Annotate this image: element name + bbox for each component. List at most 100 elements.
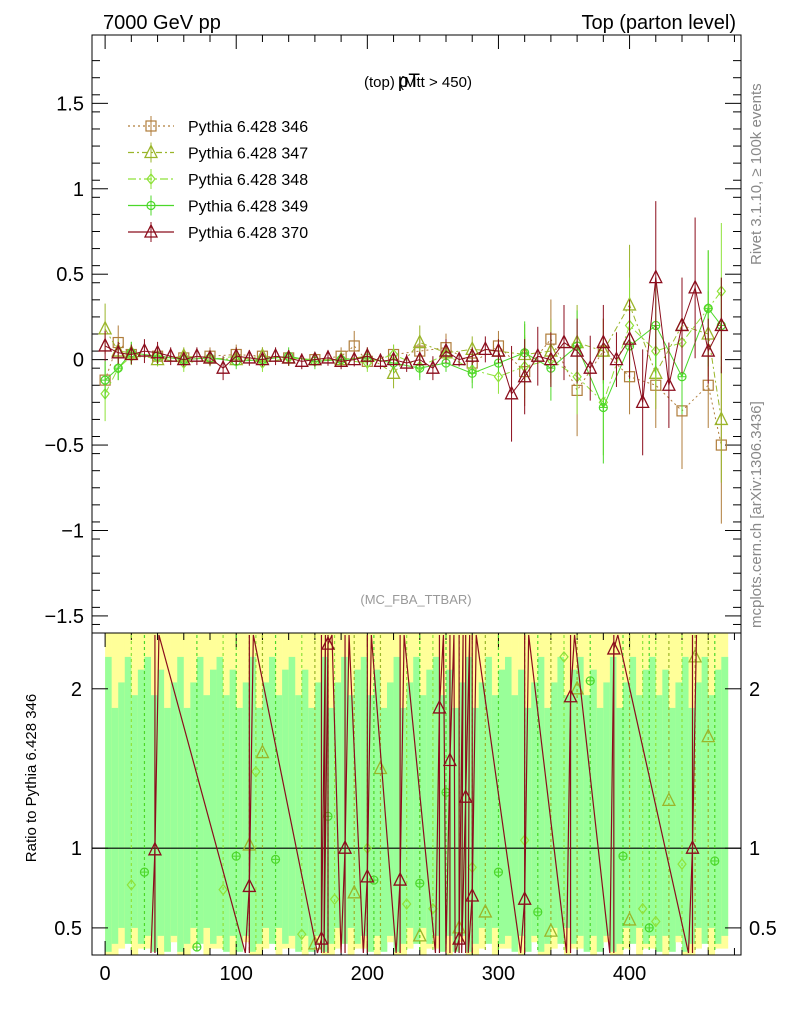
ratio-band-inner	[308, 707, 316, 952]
ratio-point	[661, 791, 676, 807]
watermark: (MC_FBA_TTBAR)	[360, 592, 471, 607]
ratio-band-inner	[400, 707, 407, 944]
ratio-band-inner	[216, 656, 224, 936]
main-title-note: (top) (Mtt > 450)	[364, 74, 472, 91]
main-point	[491, 342, 506, 357]
main-point	[386, 351, 401, 366]
main-series-line	[104, 277, 722, 403]
ratio-band-inner	[360, 656, 368, 936]
ratio-point	[307, 935, 322, 950]
main-series-1	[98, 244, 729, 483]
main-series-4	[98, 201, 729, 456]
ratio-band-inner	[583, 695, 591, 952]
main-plot-panel: −1.5 −1 −0.5 0 0.5 1 1.5	[45, 34, 742, 634]
legend-label: Pythia 6.428 348	[188, 172, 308, 189]
ratio-band-inner	[111, 707, 119, 944]
ratio-point	[701, 728, 716, 743]
ratio-point	[559, 650, 569, 663]
ratio-point	[637, 902, 648, 915]
ratio-band-inner	[354, 669, 362, 944]
main-point	[399, 354, 414, 369]
ratio-band-inner	[537, 656, 545, 952]
main-series-2	[100, 222, 727, 456]
main-point	[176, 351, 191, 366]
ratio-point	[677, 858, 687, 871]
header-right: Top (parton level)	[581, 12, 736, 34]
ratio-band-inner	[249, 656, 257, 952]
ratio-point	[218, 883, 228, 896]
ratio-band-inner	[649, 656, 657, 936]
ratio-band-inner	[557, 656, 565, 944]
main-point	[661, 376, 676, 391]
ratio-band-inner	[603, 682, 611, 936]
ratio-band-inner	[314, 682, 322, 936]
legend-label: Pythia 6.428 346	[188, 119, 308, 136]
header-left: 7000 GeV pp	[103, 12, 221, 34]
ratio-band-inner	[662, 669, 670, 936]
ratio-band-inner	[124, 656, 132, 944]
ratio-band-inner	[616, 707, 624, 944]
ratio-band-inner	[570, 669, 578, 944]
ratio-band-inner	[439, 695, 447, 952]
main-point	[452, 351, 467, 366]
main-point	[596, 334, 611, 349]
ratio-band-inner	[485, 656, 493, 944]
main-point	[334, 352, 349, 367]
ratio-band-inner	[255, 707, 263, 944]
main-point	[438, 342, 454, 357]
ratio-band-inner	[177, 656, 185, 952]
legend-label: Pythia 6.428 347	[188, 146, 308, 163]
ratio-band-inner	[334, 682, 342, 928]
main-point	[622, 330, 637, 345]
ratio-point	[297, 928, 307, 941]
rivet-label: Rivet 3.1.10, ≥ 100k events	[748, 83, 765, 265]
main-point	[688, 279, 703, 294]
ratio-frame	[91, 632, 742, 956]
ratio-band-inner	[170, 682, 178, 936]
mcplots-label: mcplots.cern.ch [arXiv:1306.3436]	[748, 401, 765, 628]
ratio-band-inner	[275, 695, 283, 928]
ratio-band-inner	[183, 707, 191, 944]
ratio-band-inner	[393, 656, 401, 952]
ratio-band-inner	[714, 669, 722, 944]
main-point	[714, 410, 729, 426]
ratio-band-inner	[668, 707, 676, 952]
legend-marker	[145, 120, 157, 132]
ratio-band-inner	[518, 669, 525, 936]
ratio-band-inner	[262, 682, 270, 928]
ratio-point	[401, 898, 412, 910]
ratio-point	[347, 884, 362, 899]
ratio-ytick-label: 2	[71, 679, 82, 701]
ratio-band-inner	[708, 695, 716, 928]
ratio-band-inner	[577, 656, 584, 936]
main-point	[137, 342, 152, 357]
ratio-band-inner	[550, 682, 558, 928]
main-point	[150, 344, 165, 359]
legend-label: Pythia 6.428 370	[188, 225, 308, 242]
ratio-band-inner	[406, 682, 414, 928]
main-point	[465, 347, 480, 362]
main-point	[609, 351, 624, 366]
ratio-band-inner	[269, 656, 276, 944]
ratio-ytick-label-right: 1	[749, 838, 760, 860]
main-point	[281, 349, 296, 364]
ratio-band-inner	[701, 656, 709, 944]
ratio-band-inner	[236, 707, 244, 952]
ratio-band-inner	[623, 682, 630, 928]
main-point	[268, 347, 283, 362]
main-point	[189, 347, 204, 362]
main-ytick-label: 1.5	[56, 93, 84, 115]
ratio-band-inner	[144, 656, 152, 936]
main-point	[412, 351, 427, 366]
ratio-band-inner	[472, 707, 480, 944]
ratio-xtick-label: 200	[351, 963, 384, 985]
ratio-band-inner	[452, 707, 460, 952]
ratio-xtick-label: 0	[100, 963, 111, 985]
ratio-band-inner	[137, 669, 145, 944]
ratio-series-line	[150, 634, 698, 954]
main-point	[307, 351, 322, 366]
main-point	[386, 364, 401, 379]
main-ytick-label: 0.5	[56, 264, 84, 286]
main-point	[202, 349, 218, 364]
